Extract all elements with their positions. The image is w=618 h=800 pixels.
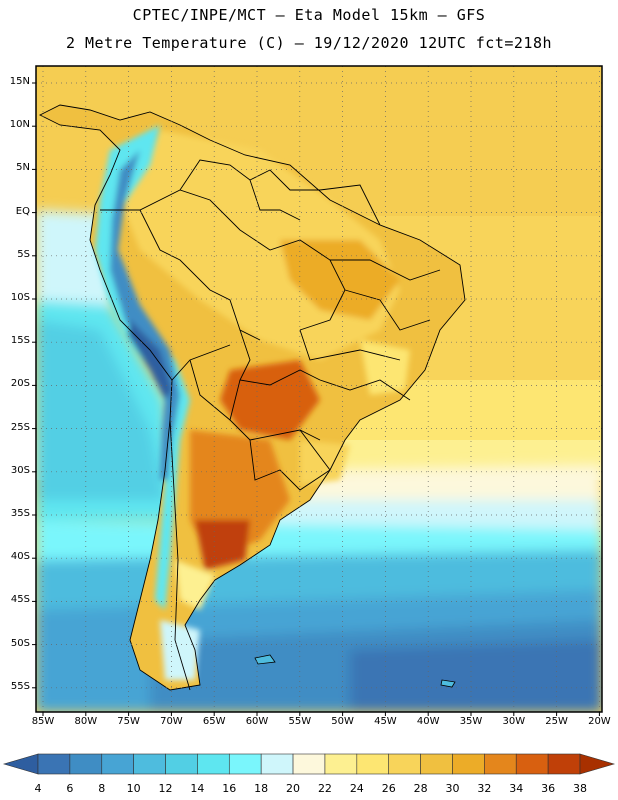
temperature-colorbar [2, 753, 616, 775]
temperature-field [36, 66, 602, 712]
colorbar-swatch [197, 753, 230, 775]
colorbar-swatch [484, 753, 517, 775]
lat-label: 5N [16, 162, 30, 174]
lat-label: 15N [9, 76, 30, 87]
lat-label: 50S [10, 637, 30, 649]
lon-label: 40W [416, 716, 440, 727]
lat-label: 30S [10, 464, 30, 476]
colorbar-tick-label: 10 [126, 782, 141, 795]
colorbar-tick-label: 26 [381, 782, 396, 795]
colorbar-tick-label: 38 [573, 782, 587, 795]
colorbar-swatch [452, 753, 485, 775]
colorbar-tick-label: 36 [541, 782, 556, 795]
map-subtitle: 2 Metre Temperature (C) – 19/12/2020 12U… [65, 34, 553, 52]
lon-label: 70W [160, 716, 183, 727]
colorbar-tick-label: 28 [413, 782, 428, 795]
colorbar-swatch [547, 753, 581, 775]
lat-label: 35S [10, 508, 30, 519]
colorbar-tick-label: 14 [190, 782, 205, 795]
colorbar-swatch [69, 753, 103, 775]
lon-label: 45W [374, 716, 397, 727]
colorbar-max-arrow [579, 753, 616, 775]
lat-label: 5S [17, 248, 30, 260]
lon-label: 85W [31, 716, 55, 727]
colorbar-tick-label: 6 [66, 782, 74, 795]
colorbar-tick-label: 20 [286, 782, 301, 795]
colorbar-swatch [356, 753, 390, 775]
map-frame [35, 65, 603, 713]
colorbar-tick-label: 18 [254, 782, 269, 795]
colorbar-tick-label: 22 [317, 782, 332, 795]
colorbar-swatch [228, 753, 262, 775]
colorbar-tick-label: 30 [445, 782, 460, 795]
lon-label: 75W [117, 716, 140, 727]
colorbar-tick-label: 24 [349, 782, 364, 795]
lon-label: 80W [74, 716, 98, 727]
lon-label: 35W [459, 716, 483, 727]
colorbar-tick-label: 34 [509, 782, 524, 795]
map-title: CPTEC/INPE/MCT – Eta Model 15km – GFS [132, 6, 486, 24]
lon-label: 30W [502, 716, 526, 727]
lon-label: 50W [331, 716, 354, 727]
lat-label: 55S [10, 680, 30, 692]
colorbar-swatch [37, 753, 71, 775]
colorbar-swatch [420, 753, 453, 775]
colorbar-tick-label: 4 [34, 782, 42, 795]
lat-label: 45S [10, 594, 30, 606]
colorbar-tick-label: 16 [222, 782, 237, 795]
colorbar-swatch [260, 753, 294, 775]
colorbar-swatch [292, 753, 326, 775]
colorbar-tick-label: 12 [158, 782, 173, 795]
colorbar-swatch [515, 753, 549, 775]
lon-label: 55W [288, 716, 312, 727]
colorbar-tick-label: 32 [477, 782, 492, 795]
lon-label: 60W [245, 716, 269, 727]
lon-label: 65W [202, 716, 226, 727]
lon-label: 25W [545, 716, 568, 727]
lat-label: 40S [10, 551, 30, 563]
lon-label: 20W [588, 716, 611, 727]
colorbar-swatch [388, 753, 421, 775]
colorbar-tick-label: 8 [98, 782, 106, 795]
colorbar-swatch [324, 753, 358, 775]
lat-label: 10S [10, 292, 30, 303]
colorbar-swatch [165, 753, 198, 775]
colorbar-swatch [101, 753, 134, 775]
colorbar-swatch [133, 753, 166, 775]
colorbar-min-arrow [2, 753, 39, 775]
lat-label: 20S [10, 378, 30, 390]
lat-label: 25S [10, 421, 30, 433]
lat-label: 10N [9, 119, 30, 131]
lat-label: 15S [10, 335, 30, 347]
lat-label: EQ [15, 205, 30, 217]
